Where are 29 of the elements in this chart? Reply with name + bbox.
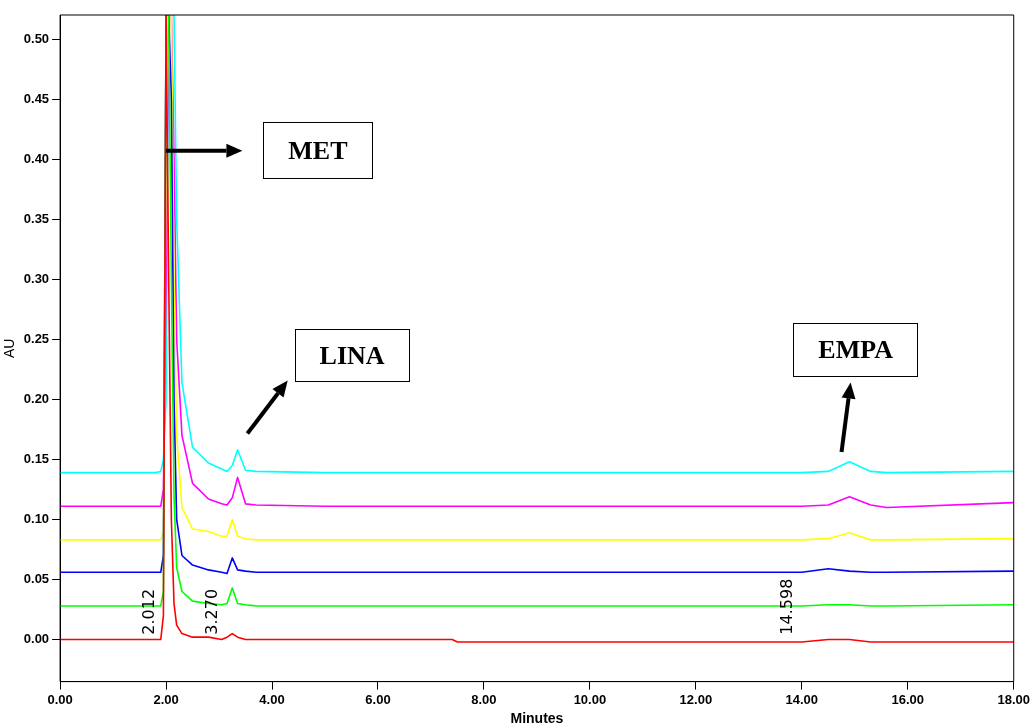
annotation: MET <box>262 122 373 180</box>
annotation: LINA <box>294 329 410 383</box>
x-tick-label: 14.00 <box>785 691 819 707</box>
y-tick-label: 0.50 <box>23 30 50 46</box>
annotation: EMPA <box>793 322 919 377</box>
y-tick-label: 0.05 <box>23 571 50 587</box>
x-tick-label: 6.00 <box>365 691 391 707</box>
y-tick-label: 0.30 <box>23 270 50 286</box>
annotation: 3.270 <box>202 588 222 635</box>
x-tick-label: 2.00 <box>153 691 179 707</box>
y-tick-label: 0.15 <box>23 450 50 466</box>
y-axis-title: AU <box>1 338 18 359</box>
x-tick-label: 4.00 <box>259 691 285 707</box>
x-tick-label: 0.00 <box>47 691 73 707</box>
y-tick-label: 0.45 <box>23 90 50 106</box>
x-tick-label: 18.00 <box>997 691 1031 707</box>
x-tick-label: 16.00 <box>891 691 925 707</box>
x-axis-title: Minutes <box>510 710 564 727</box>
x-tick-label: 10.00 <box>573 691 607 707</box>
annotation: 14.598 <box>777 578 797 635</box>
y-tick-label: 0.10 <box>23 511 50 527</box>
y-tick-label: 0.40 <box>23 150 50 166</box>
y-tick-label: 0.35 <box>23 210 50 226</box>
y-tick-label: 0.25 <box>23 330 50 346</box>
annotation: 2.012 <box>138 588 158 635</box>
y-tick-label: 0.20 <box>23 390 50 406</box>
x-tick-label: 12.00 <box>679 691 713 707</box>
y-tick-label: 0.00 <box>23 631 50 647</box>
x-tick-label: 8.00 <box>471 691 497 707</box>
